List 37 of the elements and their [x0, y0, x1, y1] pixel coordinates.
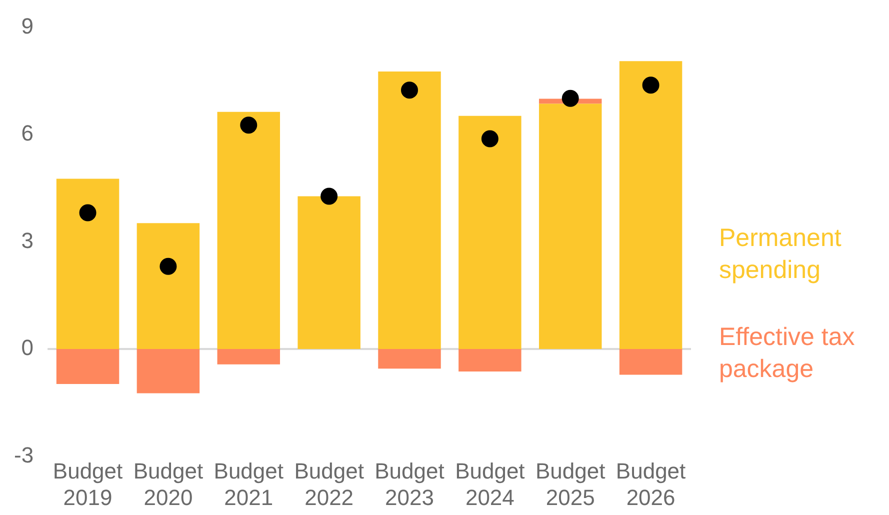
- point: [320, 188, 338, 205]
- y-tick-label: 6: [21, 120, 34, 146]
- bar: [217, 112, 280, 349]
- x-tick-label: Budget 2022: [294, 458, 364, 510]
- series-label: Effective tax package: [719, 322, 856, 385]
- bar: [298, 196, 360, 349]
- x-tick-label: Budget 2024: [455, 458, 525, 510]
- x-tick-label: Budget 2021: [214, 458, 284, 510]
- bar: [619, 348, 682, 375]
- y-tick-label: 9: [21, 13, 34, 38]
- bar: [378, 348, 441, 369]
- point: [481, 130, 498, 148]
- bar: [458, 116, 522, 349]
- bar: [136, 348, 200, 394]
- bar: [378, 72, 441, 349]
- point: [400, 82, 418, 99]
- bar: [458, 348, 522, 372]
- bar: [136, 223, 200, 349]
- x-tick-label: Budget 2020: [133, 458, 204, 510]
- point: [240, 116, 258, 134]
- point: [79, 204, 96, 222]
- point: [160, 258, 177, 275]
- bar: [619, 61, 682, 349]
- y-tick-label: -3: [14, 442, 34, 468]
- point: [562, 90, 579, 107]
- bar: [538, 104, 602, 349]
- bar: [56, 178, 120, 349]
- point: [642, 76, 660, 94]
- bar: [217, 348, 280, 364]
- x-tick-label: Budget 2023: [374, 458, 444, 510]
- series-label: Permanent spending: [719, 223, 842, 286]
- x-tick-label: Budget 2026: [616, 458, 686, 510]
- x-tick-label: Budget 2025: [535, 458, 606, 510]
- x-tick-label: Budget 2019: [52, 458, 123, 510]
- y-tick-label: 0: [21, 335, 34, 360]
- y-tick-label: 3: [21, 228, 34, 253]
- bar: [56, 348, 120, 384]
